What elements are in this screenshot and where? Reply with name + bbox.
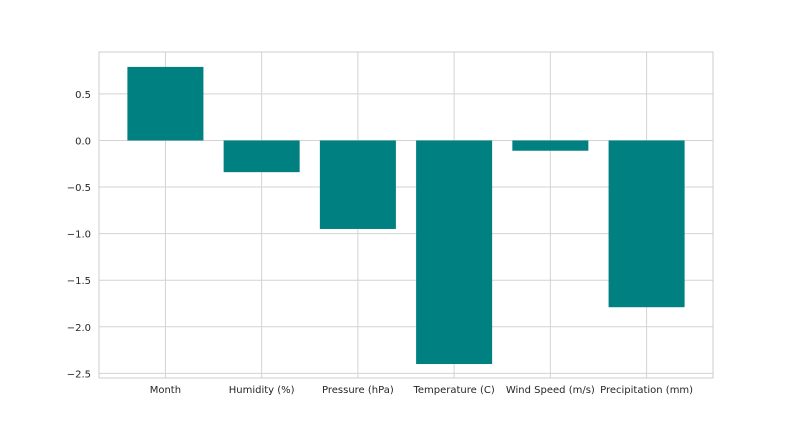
bar-humidity — [223, 140, 300, 173]
bar-wind-speed-m-s — [512, 140, 589, 151]
bar-pressure-hpa — [319, 140, 396, 229]
x-tick-label: Temperature (C) — [412, 385, 494, 396]
bar-precipitation-mm — [608, 140, 685, 308]
bar-temperature-c — [416, 140, 493, 365]
bar-month — [127, 66, 204, 141]
x-tick-label: Pressure (hPa) — [322, 385, 394, 396]
bars-layer — [127, 66, 685, 365]
x-tick-label: Month — [150, 385, 181, 396]
y-tick-label: −2.0 — [67, 323, 91, 334]
x-tick-label: Humidity (%) — [229, 385, 295, 396]
plot-frame — [98, 51, 714, 379]
y-tick-label: −1.0 — [67, 230, 91, 241]
x-tick-label: Wind Speed (m/s) — [506, 385, 595, 396]
y-tick-labels: 0.5 0.0 −0.5 −1.0 −1.5 −2.0 −2.5 — [67, 90, 91, 380]
y-tick-label: 0.0 — [75, 136, 91, 147]
x-tick-labels: Month Humidity (%) Pressure (hPa) Temperatu… — [150, 385, 693, 396]
y-tick-label: −2.5 — [67, 369, 91, 380]
y-tick-label: −0.5 — [67, 183, 91, 194]
y-tick-label: 0.5 — [75, 90, 91, 101]
x-tick-label: Precipitation (mm) — [600, 385, 693, 396]
y-tick-label: −1.5 — [67, 276, 91, 287]
